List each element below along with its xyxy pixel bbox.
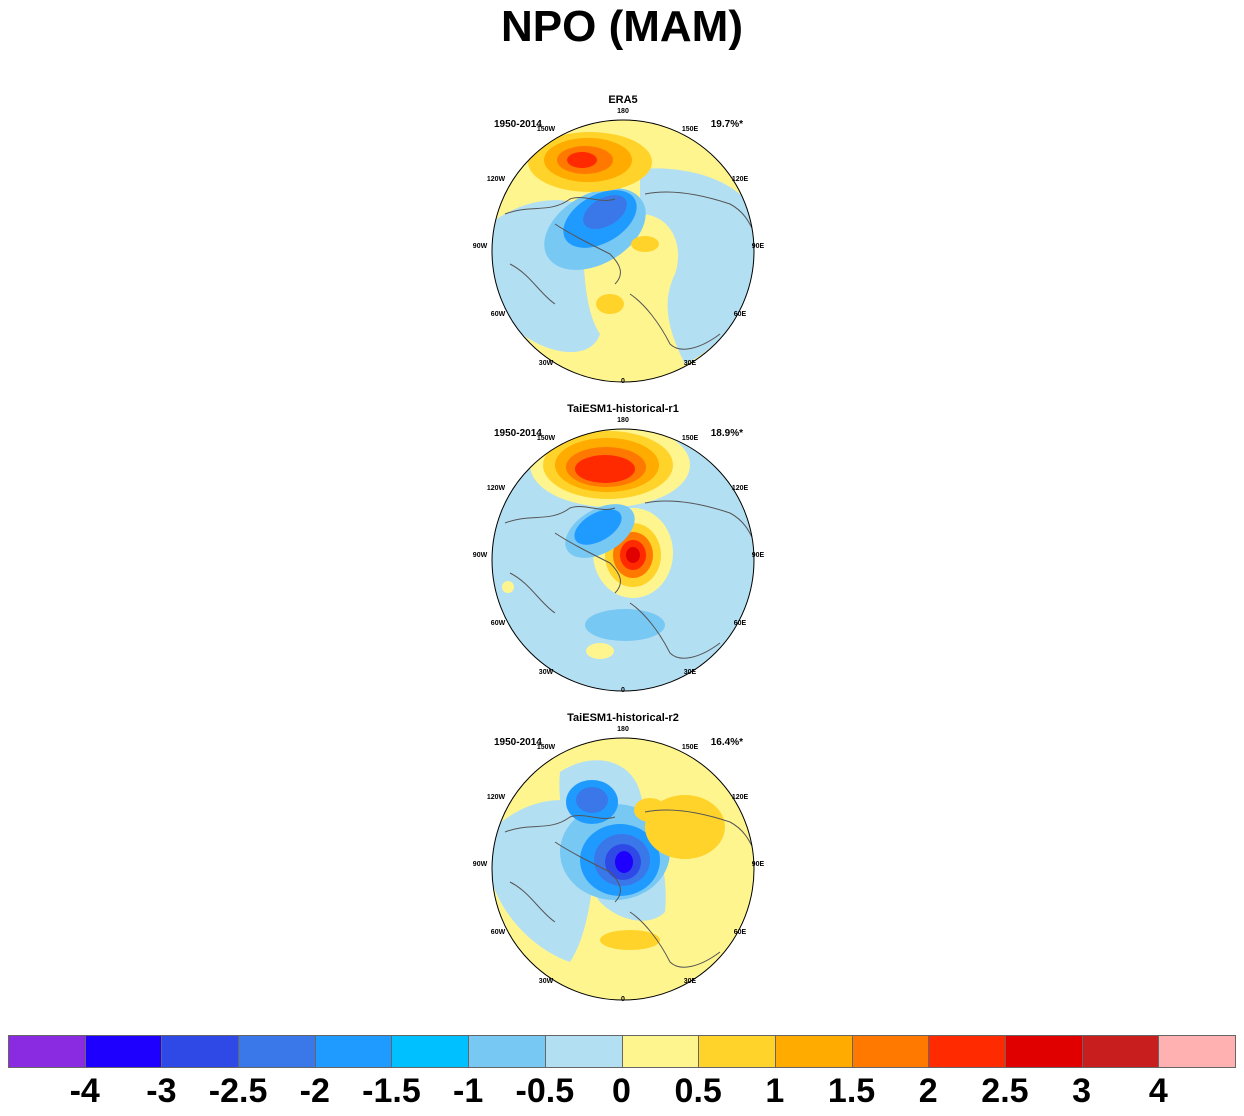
longitude-label: 90W (472, 552, 488, 559)
colorbar-cell (391, 1035, 470, 1068)
longitude-label: 30W (538, 669, 554, 676)
longitude-label: 90E (751, 552, 765, 559)
colorbar-tick-label: -2.5 (208, 1072, 268, 1110)
panel-title: TaiESM1-historical-r1 (567, 403, 679, 415)
colorbar-cell (851, 1035, 930, 1068)
colorbar (8, 1035, 1236, 1068)
colorbar-cell (774, 1035, 853, 1068)
colorbar-tick-label: -1 (453, 1072, 484, 1110)
longitude-label: 60E (733, 620, 747, 627)
longitude-label: 120W (486, 176, 506, 183)
panel-title: ERA5 (608, 94, 638, 106)
colorbar-cell (698, 1035, 776, 1068)
map-panel-taiesm1-r1: TaiESM1-historical-r1 1950-2014 18.9%* (470, 403, 776, 694)
colorbar-cell (544, 1035, 623, 1068)
longitude-label: 120W (486, 794, 506, 801)
longitude-label: 60E (733, 311, 747, 318)
panel-title: TaiESM1-historical-r2 (567, 712, 679, 724)
longitude-label: 120E (731, 176, 749, 183)
polar-map (491, 428, 755, 692)
colorbar-cell (84, 1035, 163, 1068)
period-label: 1950-2014 (494, 428, 542, 439)
longitude-label: 30E (683, 360, 697, 367)
longitude-label: 60W (490, 311, 506, 318)
colorbar-tick-label: 2.5 (981, 1072, 1029, 1110)
longitude-label: 150E (681, 435, 699, 442)
longitude-label: 60W (490, 620, 506, 627)
explained-variance: 18.9%* (710, 428, 743, 439)
map-panel-era5: ERA5 1950-2014 19.7%* 180 150E 120E 90E 60E 3… (470, 94, 776, 385)
colorbar-cell (1081, 1035, 1160, 1068)
longitude-label: 180 (617, 417, 629, 424)
colorbar-tick-label: 1.5 (827, 1072, 876, 1110)
colorbar-tick-label: 4 (1148, 1072, 1168, 1110)
colorbar-cell (1004, 1035, 1083, 1068)
period-label: 1950-2014 (494, 119, 542, 130)
longitude-label: 180 (617, 108, 629, 115)
longitude-label: 30E (683, 978, 697, 985)
colorbar-tick-label: 1 (765, 1072, 785, 1110)
polar-map (491, 737, 755, 1001)
explained-variance: 16.4%* (710, 737, 743, 748)
longitude-label: 150W (536, 744, 556, 751)
colorbar-tick-label: 0.5 (674, 1072, 722, 1110)
longitude-label: 150W (536, 435, 556, 442)
colorbar-cell (468, 1035, 546, 1068)
longitude-label: 180 (617, 726, 629, 733)
colorbar-cell (621, 1035, 700, 1068)
longitude-label: 120E (731, 794, 749, 801)
longitude-label: 120E (731, 485, 749, 492)
colorbar-tick-label: -3 (146, 1072, 177, 1110)
map-panel-taiesm1-r2: TaiESM1-historical-r2 1950-2014 16.4%* 1… (470, 712, 776, 1003)
longitude-label: 0 (621, 996, 625, 1003)
longitude-label: 60W (490, 929, 506, 936)
colorbar-cell (928, 1035, 1006, 1068)
longitude-label: 150E (681, 744, 699, 751)
colorbar-tick-label: -2 (299, 1072, 330, 1110)
longitude-label: 90W (472, 243, 488, 250)
colorbar-tick-label: 2 (918, 1072, 938, 1110)
longitude-label: 150W (536, 126, 556, 133)
longitude-label: 30W (538, 360, 554, 367)
longitude-label: 0 (621, 687, 625, 694)
period-label: 1950-2014 (494, 737, 542, 748)
colorbar-tick-label: 0 (612, 1072, 631, 1110)
polar-map (491, 119, 755, 383)
colorbar-tick-label: -4 (69, 1072, 100, 1110)
longitude-label: 30W (538, 978, 554, 985)
longitude-label: 90E (751, 861, 765, 868)
colorbar-cell (314, 1035, 393, 1068)
colorbar-tick-label: -0.5 (515, 1072, 575, 1110)
longitude-label: 120W (486, 485, 506, 492)
longitude-label: 90W (472, 861, 488, 868)
colorbar-cell (238, 1035, 316, 1068)
figure-title: NPO (MAM) (501, 2, 743, 51)
colorbar-tick-label: 3 (1072, 1072, 1092, 1110)
longitude-label: 90E (751, 243, 765, 250)
colorbar-cell (161, 1035, 240, 1068)
longitude-label: 150E (681, 126, 699, 133)
longitude-label: 60E (733, 929, 747, 936)
colorbar-tick-label: -1.5 (362, 1072, 421, 1110)
explained-variance: 19.7%* (710, 119, 743, 130)
colorbar-cell (1158, 1035, 1236, 1068)
longitude-label: 0 (621, 378, 625, 385)
colorbar-cell (8, 1035, 86, 1068)
longitude-label: 30E (683, 669, 697, 676)
